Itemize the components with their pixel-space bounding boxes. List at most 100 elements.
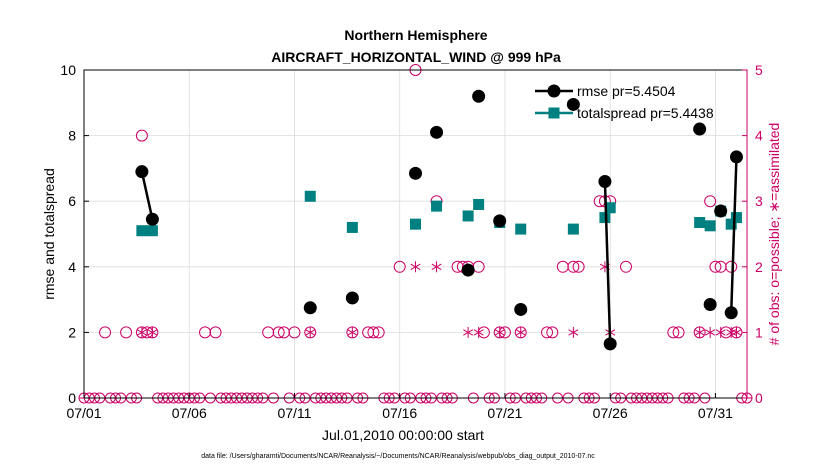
assimilated-obs-point <box>136 326 147 338</box>
y2-tick-label: 5 <box>755 62 763 78</box>
asterisk-stroke <box>347 329 358 336</box>
rmse-point <box>724 306 738 320</box>
rmse-point <box>461 263 475 277</box>
totalspread-point <box>304 190 316 202</box>
x-axis-label: Jul.01,2010 00:00:00 start <box>322 427 484 443</box>
totalspread-point <box>431 200 443 212</box>
y-tick-label: 4 <box>68 259 76 275</box>
asterisk-stroke <box>136 329 147 336</box>
totalspread-point <box>567 223 579 235</box>
chart-title: Northern Hemisphere <box>344 27 487 43</box>
possible-obs-point <box>725 260 738 273</box>
assimilated-obs-point <box>694 326 705 338</box>
legend: rmse pr=5.4504 totalspread pr=5.4438 <box>535 83 714 121</box>
asterisk-stroke <box>705 329 716 336</box>
y2-axis-label: # of obs: o=possible; ∗=assimilated <box>766 123 782 346</box>
asterisk-stroke <box>568 329 579 336</box>
asterisk-stroke <box>494 329 505 336</box>
totalspread-point <box>730 212 742 224</box>
y2-tick-label: 2 <box>755 259 763 275</box>
asterisk-stroke <box>410 263 421 270</box>
y-tick-label: 0 <box>68 390 76 406</box>
assimilated-obs-point <box>410 261 421 273</box>
possible-obs-point <box>135 129 148 142</box>
rmse-point <box>693 122 707 136</box>
totalspread-point <box>694 217 706 229</box>
totalspread-point <box>704 220 716 232</box>
assimilated-obs-series <box>136 261 742 338</box>
possible-obs-point <box>672 326 685 339</box>
assimilated-obs-point <box>347 326 358 338</box>
possible-obs-point <box>567 260 580 273</box>
assimilated-obs-point <box>726 326 737 338</box>
totalspread-point <box>515 223 527 235</box>
possible-obs-point <box>667 326 680 339</box>
totalspread-series <box>136 190 742 237</box>
chart-subtitle: AIRCRAFT_HORIZONTAL_WIND @ 999 hPa <box>271 49 561 65</box>
possible-obs-point <box>572 260 585 273</box>
possible-obs-point <box>619 260 632 273</box>
assimilated-obs-point <box>515 326 526 338</box>
rmse-point <box>345 291 359 305</box>
totalspread-point <box>410 218 421 230</box>
y2-tick-label: 1 <box>755 324 763 340</box>
totalspread-point <box>136 225 148 237</box>
axes: 07/01 07/06 07/11 07/16 07/21 07/26 07/31 0 2 4 6 8… <box>60 62 763 421</box>
totalspread-point <box>462 210 474 222</box>
assimilated-obs-point <box>305 326 316 338</box>
y-tick-label: 8 <box>68 128 76 144</box>
possible-obs-point <box>393 260 406 273</box>
rmse-point <box>598 175 612 189</box>
totalspread-point <box>146 225 158 237</box>
legend-rmse-marker <box>547 84 561 98</box>
totalspread-point <box>604 202 616 214</box>
rmse-point <box>430 125 444 139</box>
assimilated-obs-point <box>431 261 442 273</box>
y-tick-label: 6 <box>68 193 76 209</box>
possible-obs-point <box>372 326 385 339</box>
possible-obs-point <box>288 326 301 339</box>
rmse-point <box>603 337 617 351</box>
possible-obs-point <box>120 326 133 339</box>
y2-tick-label: 0 <box>755 390 763 406</box>
x-tick-label: 07/21 <box>487 405 522 421</box>
y2-tick-label: 3 <box>755 193 763 209</box>
rmse-point <box>409 166 422 180</box>
possible-obs-point <box>367 326 380 339</box>
y-axis-label: rmse and totalspread <box>41 168 57 300</box>
asterisk-stroke <box>694 329 705 336</box>
rmse-point <box>493 214 507 228</box>
assimilated-obs-point <box>715 326 726 338</box>
possible-obs-point <box>704 195 717 208</box>
asterisk-stroke <box>473 329 484 336</box>
x-tick-label: 07/31 <box>698 405 733 421</box>
asterisk-stroke <box>731 329 742 336</box>
rmse-point <box>729 150 743 164</box>
y-tick-label: 10 <box>60 62 76 78</box>
legend-totalspread-label: totalspread pr=5.4438 <box>577 105 714 121</box>
asterisk-stroke <box>147 329 158 336</box>
legend-totalspread-marker <box>548 107 560 119</box>
assimilated-obs-point <box>463 326 474 338</box>
rmse-point <box>472 89 486 103</box>
asterisk-stroke <box>463 329 474 336</box>
asterisk-stroke <box>515 329 526 336</box>
assimilated-obs-point <box>147 326 158 338</box>
possible-obs-point <box>546 326 559 339</box>
rmse-line <box>729 156 738 313</box>
possible-obs-point <box>709 260 722 273</box>
totalspread-point <box>725 218 737 230</box>
rmse-point <box>566 97 580 111</box>
rmse-series <box>135 89 743 351</box>
asterisk-stroke <box>715 329 726 336</box>
rmse-line <box>603 181 612 344</box>
possible-obs-point <box>541 326 554 339</box>
x-tick-label: 07/06 <box>172 405 207 421</box>
possible-obs-point <box>272 326 285 339</box>
totalspread-point <box>346 221 358 233</box>
legend-rmse-label: rmse pr=5.4504 <box>577 83 676 99</box>
x-tick-label: 07/11 <box>277 405 311 421</box>
rmse-point <box>714 204 728 218</box>
y2-tick-label: 4 <box>755 128 763 144</box>
